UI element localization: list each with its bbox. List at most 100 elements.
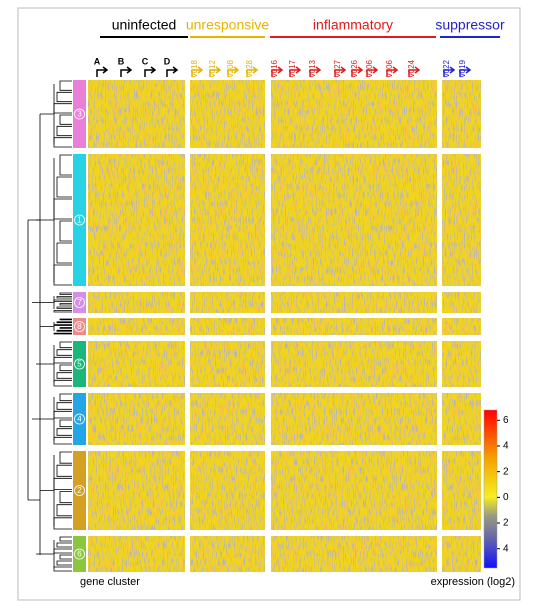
dendro-branch xyxy=(56,321,72,324)
sample-arrow xyxy=(209,66,222,77)
cluster-label: 5 xyxy=(77,360,82,369)
dendro-branch xyxy=(56,542,72,548)
sample-label: B xyxy=(118,56,125,66)
heatmap-texture xyxy=(442,80,481,148)
sample-arrow xyxy=(96,66,109,77)
colorbar-tick-label: 2 xyxy=(503,466,509,477)
heatmap-texture xyxy=(271,341,437,387)
dendro-branch xyxy=(56,242,72,264)
sample-label: v018 xyxy=(190,59,199,77)
dendro-branch xyxy=(59,536,72,542)
cluster-label: 3 xyxy=(77,110,82,119)
dendro-branch xyxy=(56,402,72,410)
sample-label: v028 xyxy=(245,59,254,77)
cluster-badge xyxy=(74,214,85,226)
cluster-badge xyxy=(74,358,85,370)
sample-label: v106 xyxy=(385,59,394,77)
dendro-branch xyxy=(56,428,72,436)
colorbar-tick-label: 4 xyxy=(503,543,509,554)
dendro-branch xyxy=(53,198,72,220)
dendro-branch xyxy=(32,397,55,441)
dendro-branch xyxy=(56,329,72,332)
heatmap-texture xyxy=(271,318,437,335)
dendro-branch xyxy=(59,451,72,464)
dendro-branch xyxy=(40,84,55,144)
dendro-branch xyxy=(53,477,72,490)
dendro-branch xyxy=(59,318,72,321)
sample-arrow xyxy=(351,66,364,77)
frame xyxy=(17,7,521,601)
dendro-branch xyxy=(56,372,72,379)
dendro-branch xyxy=(59,554,72,560)
cluster-label: 6 xyxy=(77,550,82,559)
cluster-badge xyxy=(74,548,85,560)
heatmap-texture xyxy=(88,80,185,148)
heatmap-texture xyxy=(190,80,265,148)
dendro-branch xyxy=(59,327,72,329)
heatmap-texture xyxy=(88,154,185,286)
row-axis-label: gene cluster xyxy=(80,576,140,588)
dendro-branch xyxy=(59,491,72,504)
sample-label: v024 xyxy=(407,59,416,77)
dendro-branch xyxy=(59,114,72,125)
dendro-branch xyxy=(53,332,72,335)
sample-arrow xyxy=(191,66,204,77)
dendro-branch xyxy=(59,80,72,91)
heatmap-texture xyxy=(88,451,185,530)
cluster-strip xyxy=(73,80,86,148)
dendro-branch xyxy=(59,292,72,295)
cluster-strip xyxy=(73,393,86,445)
dendro-branch xyxy=(36,540,55,568)
heatmap-texture xyxy=(442,154,481,286)
dendro-branch xyxy=(40,322,55,331)
sample-arrow xyxy=(271,66,284,77)
heatmap-texture xyxy=(190,451,265,530)
dendro-branch xyxy=(53,517,72,530)
heatmap-texture xyxy=(442,318,481,335)
cluster-badge xyxy=(74,413,85,425)
group-label: suppressor xyxy=(435,17,505,33)
sample-label: v206 xyxy=(365,59,374,77)
cluster-badge xyxy=(74,321,85,332)
heatmap-texture xyxy=(271,292,437,313)
heatmap-texture xyxy=(271,451,437,530)
dendro-branch xyxy=(56,176,72,198)
cluster-label: 1 xyxy=(77,216,82,225)
sample-label: v208 xyxy=(226,59,235,77)
heatmap-texture xyxy=(442,451,481,530)
sample-arrow xyxy=(334,66,347,77)
heatmap-texture xyxy=(88,341,185,387)
dendro-branch xyxy=(56,296,72,299)
heatmap-texture xyxy=(442,341,481,387)
dendro-branch xyxy=(59,393,72,402)
sample-label: v027 xyxy=(333,59,342,77)
sample-label: v022 xyxy=(442,59,451,77)
sample-label: v026 xyxy=(350,59,359,77)
dendro-branch xyxy=(53,264,72,286)
dendro-branch xyxy=(53,299,72,302)
sample-arrow xyxy=(166,66,179,77)
dendro-branch xyxy=(36,345,55,383)
heatmap-texture xyxy=(442,536,481,572)
dendro-branch xyxy=(53,566,72,572)
sample-arrow xyxy=(309,66,322,77)
cluster-badge xyxy=(74,485,85,496)
dendro-branch xyxy=(56,349,72,356)
colorbar-tick-label: 4 xyxy=(503,441,509,452)
heatmap-texture xyxy=(190,393,265,445)
heatmap-texture xyxy=(190,341,265,387)
dendro-branch xyxy=(59,220,72,242)
dendro-branch xyxy=(59,364,72,372)
dendro-branch xyxy=(59,419,72,428)
sample-arrow xyxy=(408,66,421,77)
heatmap-texture xyxy=(271,80,437,148)
sample-arrow xyxy=(120,66,133,77)
sample-arrow xyxy=(144,66,157,77)
cluster-strip xyxy=(73,292,86,313)
cluster-badge xyxy=(74,297,85,308)
sample-label: v019 xyxy=(458,59,467,77)
heatmap-texture xyxy=(190,536,265,572)
sample-arrow xyxy=(366,66,379,77)
cluster-label: 8 xyxy=(77,322,82,331)
